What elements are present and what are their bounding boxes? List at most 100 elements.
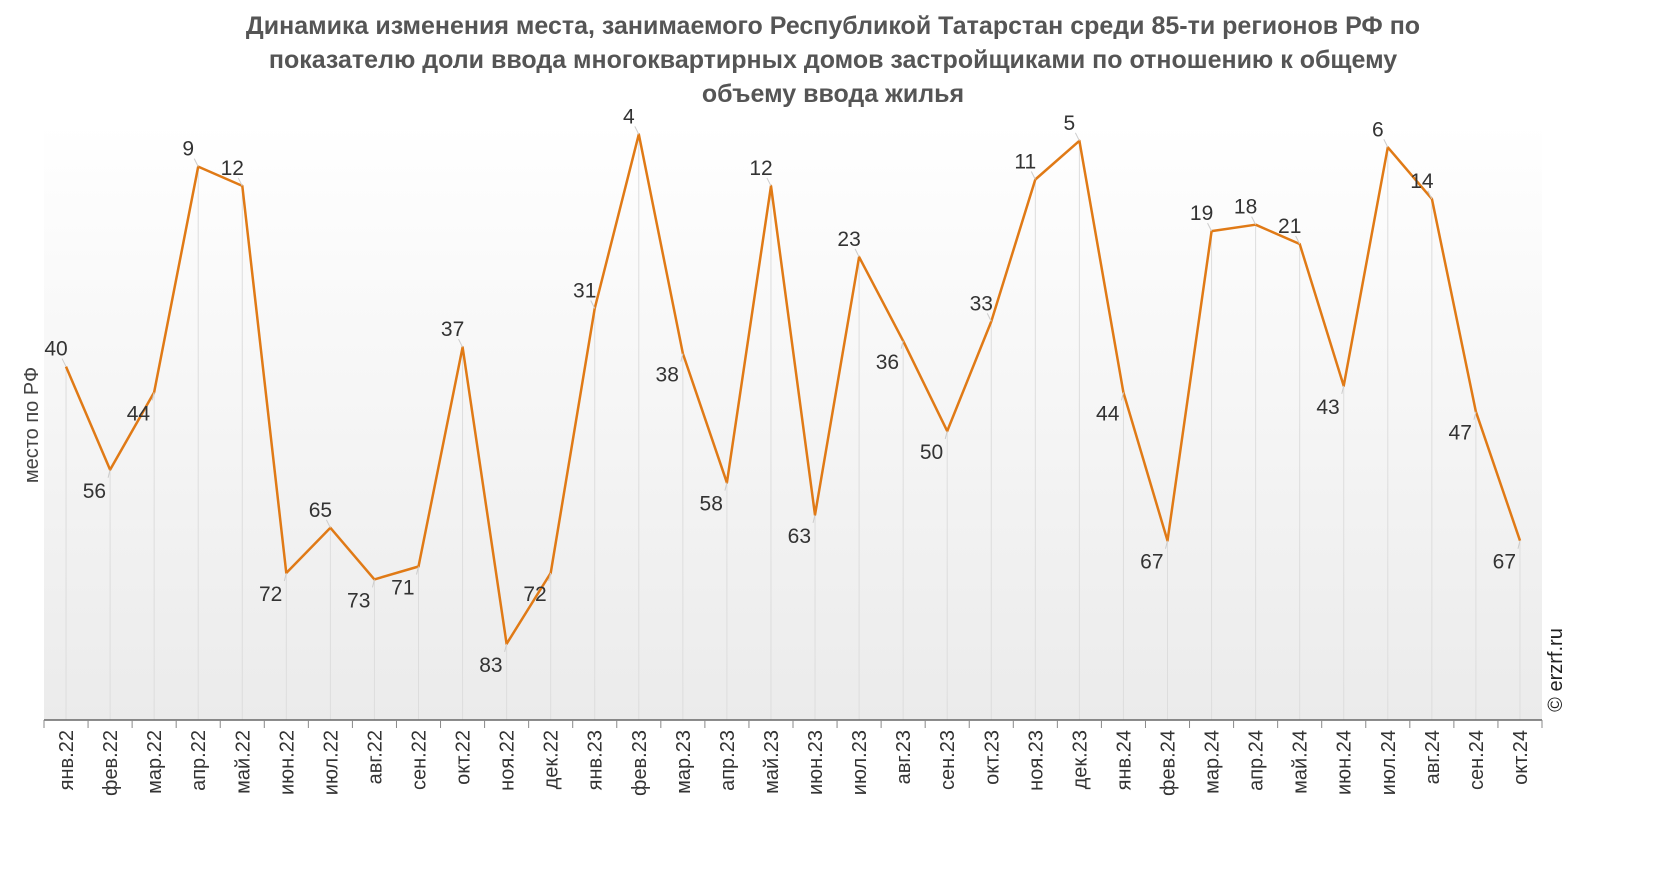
x-tick-label: май.23 — [761, 730, 783, 794]
data-label: 50 — [920, 441, 943, 464]
x-tick-label: дек.22 — [541, 730, 563, 789]
data-label: 5 — [1064, 112, 1076, 135]
chart-title-line-2: показателю доли ввода многоквартирных до… — [269, 46, 1397, 74]
data-label: 18 — [1234, 196, 1257, 219]
x-tick-label: июл.24 — [1378, 730, 1400, 795]
label-leader — [458, 338, 464, 348]
label-leader — [1030, 171, 1036, 180]
data-labels: 4056449127265737137837231438581263233650… — [44, 105, 1516, 677]
label-leader — [724, 482, 728, 491]
data-label: 31 — [573, 280, 596, 303]
data-label: 33 — [970, 292, 993, 315]
label-leader — [944, 430, 948, 440]
x-tick-label: фев.24 — [1158, 730, 1180, 796]
label-leader — [680, 353, 684, 362]
label-leader — [986, 313, 992, 322]
x-tick-label: дек.23 — [1069, 730, 1091, 789]
x-tick-label: июн.23 — [805, 730, 827, 795]
x-tick-label: окт.24 — [1510, 730, 1532, 785]
data-label: 9 — [182, 138, 194, 161]
data-label: 12 — [749, 157, 772, 180]
label-leader — [634, 126, 640, 135]
x-tick-label: апр.22 — [188, 730, 210, 791]
plot-area — [44, 122, 1542, 720]
data-label: 71 — [391, 577, 414, 600]
data-label: 4 — [623, 105, 635, 128]
label-leader — [1341, 385, 1345, 395]
y-axis-label: место по РФ — [21, 367, 43, 483]
x-tick-label: фев.22 — [100, 730, 122, 796]
label-leader — [812, 514, 816, 524]
data-label: 83 — [479, 654, 502, 677]
label-leader-lines — [61, 126, 1521, 653]
data-label: 56 — [83, 480, 106, 503]
data-label: 58 — [700, 493, 723, 516]
x-tick-label: янв.23 — [585, 730, 607, 790]
label-leader — [1120, 392, 1124, 401]
x-tick-label: ноя.23 — [1025, 730, 1047, 791]
data-label: 12 — [221, 157, 244, 180]
data-label: 19 — [1190, 202, 1213, 225]
x-tick-label: мар.23 — [673, 730, 695, 794]
data-label: 72 — [523, 583, 546, 606]
x-tick-label: окт.22 — [453, 730, 475, 785]
data-label: 21 — [1278, 215, 1301, 238]
label-leader — [416, 566, 419, 575]
data-label: 67 — [1140, 551, 1163, 574]
data-label: 47 — [1449, 422, 1472, 445]
x-tick-label: авг.22 — [364, 730, 386, 784]
label-leader — [590, 300, 596, 309]
gridlines — [65, 134, 1521, 720]
data-label: 73 — [347, 589, 370, 612]
data-label: 36 — [876, 351, 899, 374]
label-leader — [1517, 540, 1521, 549]
label-leader — [193, 158, 199, 167]
chart-title-line-1: Динамика изменения места, занимаемого Ре… — [246, 12, 1420, 40]
label-leader — [1427, 190, 1433, 200]
x-tick-label: фев.23 — [629, 730, 651, 796]
data-label: 44 — [1096, 402, 1120, 425]
x-tick-label: янв.24 — [1113, 730, 1135, 790]
data-label: 63 — [788, 525, 811, 548]
data-label: 6 — [1372, 118, 1384, 141]
chart-title: Динамика изменения места, занимаемого Ре… — [246, 12, 1420, 108]
series-line — [64, 133, 1522, 646]
label-leader — [766, 177, 772, 187]
label-leader — [1251, 216, 1257, 225]
label-leader — [325, 519, 331, 529]
x-tick-label: июн.22 — [276, 730, 298, 795]
x-tick-label: ноя.22 — [497, 730, 519, 791]
label-leader — [854, 248, 860, 258]
x-tick-label: июл.23 — [849, 730, 871, 795]
label-leader — [107, 469, 111, 478]
data-label: 72 — [259, 583, 282, 606]
x-tick-label: июн.24 — [1334, 730, 1356, 795]
data-label: 37 — [441, 318, 464, 341]
x-tick-label: сен.24 — [1466, 730, 1488, 790]
x-tick-label: авг.23 — [893, 730, 915, 784]
data-label: 14 — [1410, 170, 1434, 193]
label-leader — [1295, 235, 1301, 245]
x-tick-label: апр.23 — [717, 730, 739, 791]
x-tick-label: мар.22 — [144, 730, 166, 794]
x-axis-ticks: янв.22 фев.22 мар.22 апр.22 май.22 июн.22 июл.… — [43, 720, 1543, 796]
label-leader — [504, 643, 508, 653]
data-label: 67 — [1493, 551, 1516, 574]
label-leader — [237, 177, 243, 187]
label-leader — [1473, 411, 1477, 420]
label-leader — [1207, 222, 1213, 232]
label-leader — [283, 572, 287, 582]
label-leader — [1074, 132, 1080, 142]
x-tick-label: сен.23 — [937, 730, 959, 790]
data-label: 38 — [656, 364, 679, 387]
x-tick-label: май.24 — [1290, 730, 1312, 794]
label-leader — [1383, 139, 1389, 148]
data-label: 65 — [309, 499, 332, 522]
x-tick-label: июл.22 — [320, 730, 342, 795]
watermark: © erzrf.ru — [1545, 628, 1567, 712]
x-tick-label: май.22 — [232, 730, 254, 794]
x-tick-label: апр.24 — [1246, 730, 1268, 791]
chart-title-line-3: объему ввода жилья — [702, 80, 964, 108]
data-label: 11 — [1014, 151, 1036, 174]
label-leader — [371, 579, 375, 588]
